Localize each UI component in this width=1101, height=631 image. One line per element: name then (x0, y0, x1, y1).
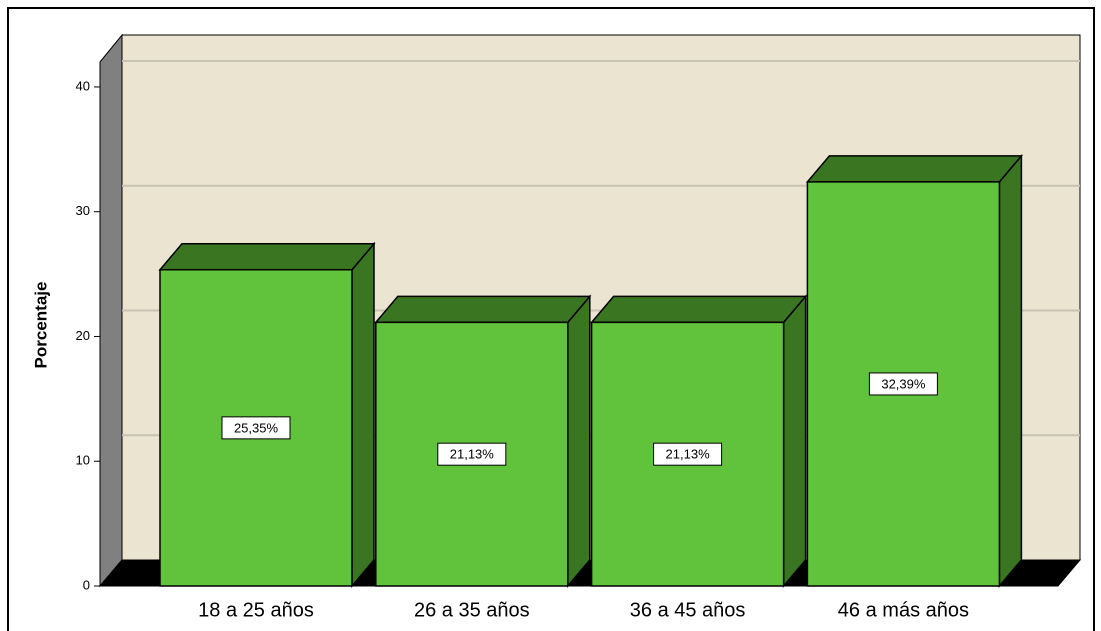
y-tick-label: 0 (83, 577, 90, 592)
bar-side (782, 294, 807, 589)
value-label-box (437, 442, 507, 466)
y-axis-label: Porcentaje (31, 282, 50, 369)
y-tick-label: 10 (76, 453, 90, 468)
value-label: 21,13% (666, 447, 711, 462)
bar-top (589, 295, 808, 324)
bar-top (158, 242, 376, 271)
bar-side (998, 153, 1023, 589)
x-tick-label: 46 a más años (838, 599, 969, 621)
value-label-box (868, 372, 938, 396)
x-tick-label: 36 a 45 años (630, 599, 746, 621)
value-label: 21,13% (450, 447, 495, 462)
y-tick-label: 20 (76, 328, 90, 343)
y-tick-label: 40 (76, 78, 90, 93)
bar-top (805, 155, 1024, 183)
x-tick-label: 18 a 25 años (198, 599, 314, 621)
bar-side (351, 241, 375, 589)
value-label: 32,39% (881, 376, 926, 391)
value-label: 25,35% (234, 420, 279, 435)
bar-top (374, 295, 592, 324)
value-label-box (653, 442, 723, 466)
y-tick-label: 30 (76, 203, 90, 218)
value-label-box (221, 416, 291, 440)
side-wall (99, 33, 123, 588)
bar-side (567, 294, 591, 589)
x-tick-label: 26 a 35 años (414, 599, 530, 621)
